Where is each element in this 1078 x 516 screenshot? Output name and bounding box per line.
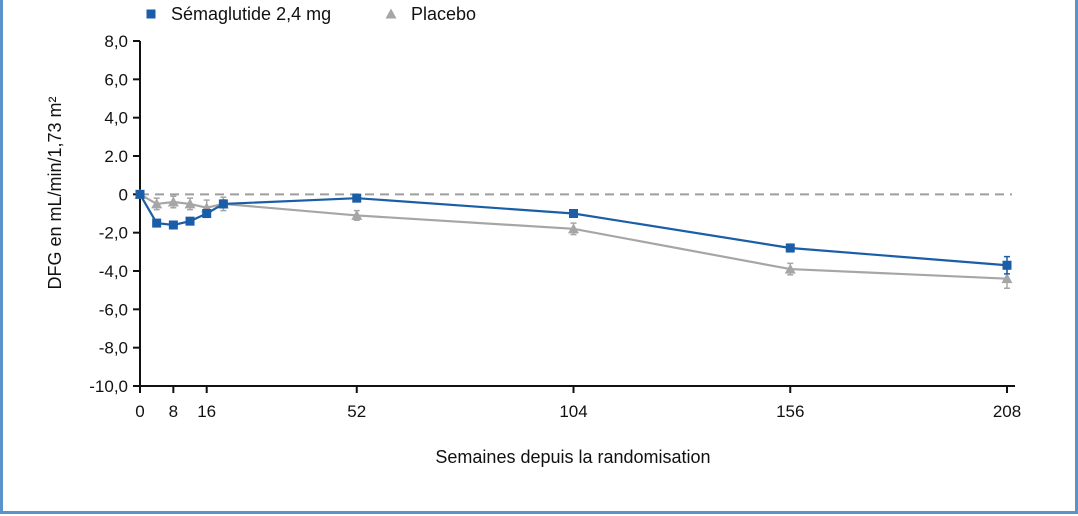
- y-tick-label: 6,0: [104, 70, 128, 89]
- y-tick-label: 8,0: [104, 32, 128, 51]
- data-point: [202, 209, 212, 218]
- x-tick-label: 208: [993, 402, 1021, 421]
- y-tick-label: -2,0: [99, 224, 128, 243]
- data-point: [1002, 260, 1012, 270]
- series-semaglutide: [135, 189, 1012, 275]
- y-axis-title: DFG en mL/min/1,73 m²: [45, 96, 65, 289]
- x-tick-label: 156: [776, 402, 804, 421]
- x-tick-label: 8: [169, 402, 178, 421]
- y-tick-label: -8,0: [99, 339, 128, 358]
- data-point: [168, 220, 178, 230]
- legend-label: Placebo: [411, 4, 476, 24]
- data-point: [351, 209, 363, 220]
- data-point: [185, 216, 195, 226]
- data-point: [151, 198, 163, 209]
- data-point: [784, 263, 796, 274]
- axes: 8,0 6,0 4,0 2.0 0 -2,0 -4,0 -6,0 -8,0 -10,0 0 8 16 52…: [89, 32, 1021, 421]
- data-point: [569, 209, 578, 218]
- series-layer: [134, 188, 1013, 289]
- data-point: [785, 243, 795, 253]
- series-line: [139, 193, 1008, 267]
- legend: Sémaglutide 2,4 mg Placebo: [146, 4, 476, 24]
- data-point: [1001, 273, 1013, 284]
- series-placebo: [134, 188, 1013, 289]
- data-point: [184, 198, 196, 209]
- data-point: [218, 199, 228, 209]
- y-tick-label: 0: [119, 185, 128, 204]
- x-tick-label: 52: [347, 402, 366, 421]
- legend-triangle-marker: [385, 8, 397, 19]
- y-tick-label: -10,0: [89, 377, 128, 396]
- y-tick-label: 4,0: [104, 109, 128, 128]
- x-axis-title: Semaines depuis la randomisation: [435, 447, 710, 467]
- legend-label: Sémaglutide 2,4 mg: [171, 4, 331, 24]
- y-tick-label: 2.0: [104, 147, 128, 166]
- x-tick-label: 104: [559, 402, 587, 421]
- legend-square-marker: [146, 9, 156, 19]
- data-point: [568, 223, 579, 234]
- data-point: [135, 189, 145, 199]
- y-tick-label: -6,0: [99, 300, 128, 319]
- data-point: [352, 193, 362, 203]
- y-tick-label: -4,0: [99, 262, 128, 281]
- legend-item: Sémaglutide 2,4 mg: [146, 4, 331, 24]
- data-point: [167, 196, 179, 207]
- data-point: [152, 218, 162, 228]
- series-line: [139, 193, 1008, 280]
- x-tick-label: 0: [135, 402, 144, 421]
- x-tick-label: 16: [197, 402, 216, 421]
- legend-item: Placebo: [385, 4, 476, 24]
